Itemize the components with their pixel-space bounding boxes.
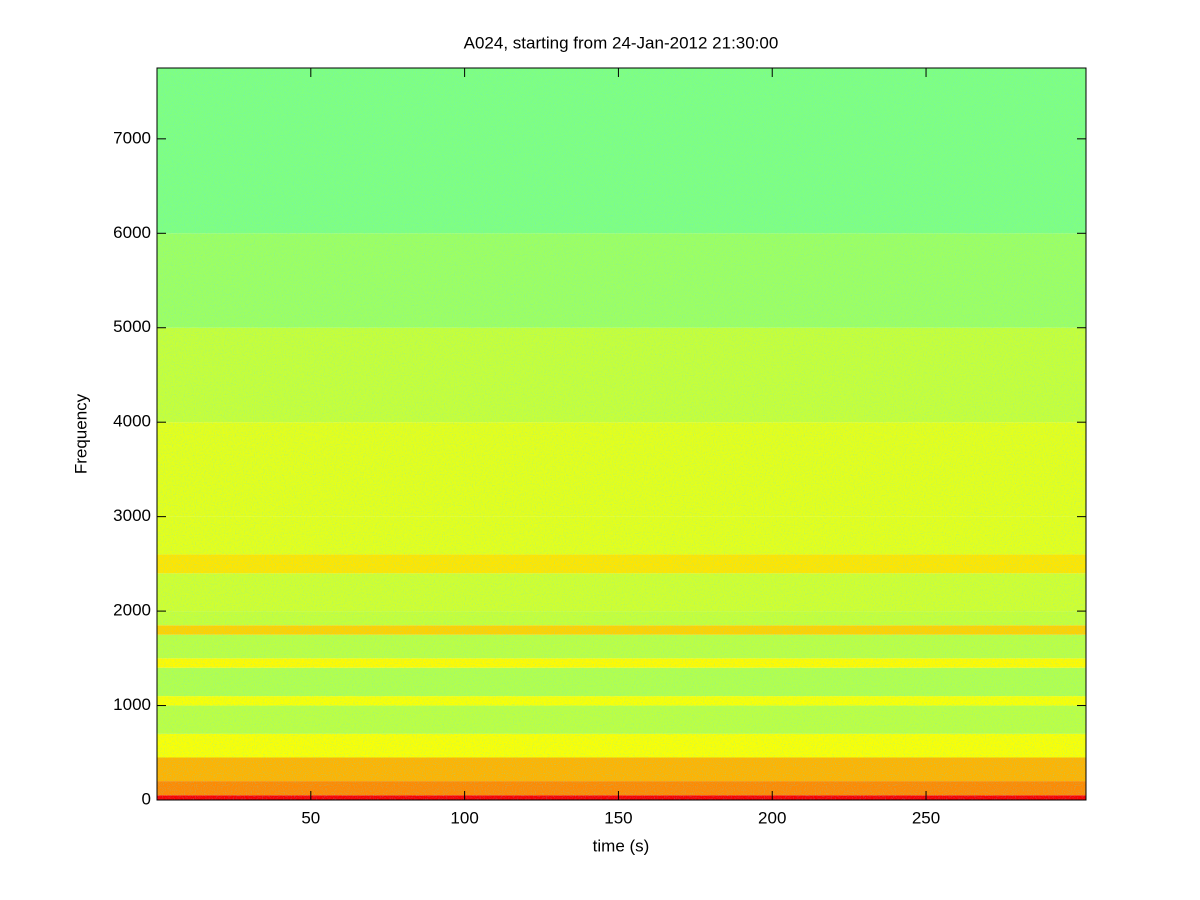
y-tick-label: 5000 [113,317,151,336]
x-tick-label: 200 [758,808,786,827]
x-axis-label: time (s) [593,836,650,855]
y-axis-label: Frequency [71,393,90,474]
x-tick-label: 100 [450,808,478,827]
y-tick-label: 0 [142,789,151,808]
y-tick-label: 7000 [113,128,151,147]
y-tick-label: 4000 [113,412,151,431]
y-tick-label: 1000 [113,695,151,714]
x-tick-label: 250 [912,808,940,827]
plot-frame [156,67,1087,801]
x-tick-label: 50 [301,808,320,827]
x-tick-label: 150 [604,808,632,827]
y-tick-label: 3000 [113,506,151,525]
y-tick-label: 6000 [113,223,151,242]
texture [157,68,1086,800]
y-tick-label: 2000 [113,601,151,620]
chart-title: A024, starting from 24-Jan-2012 21:30:00 [464,33,779,52]
